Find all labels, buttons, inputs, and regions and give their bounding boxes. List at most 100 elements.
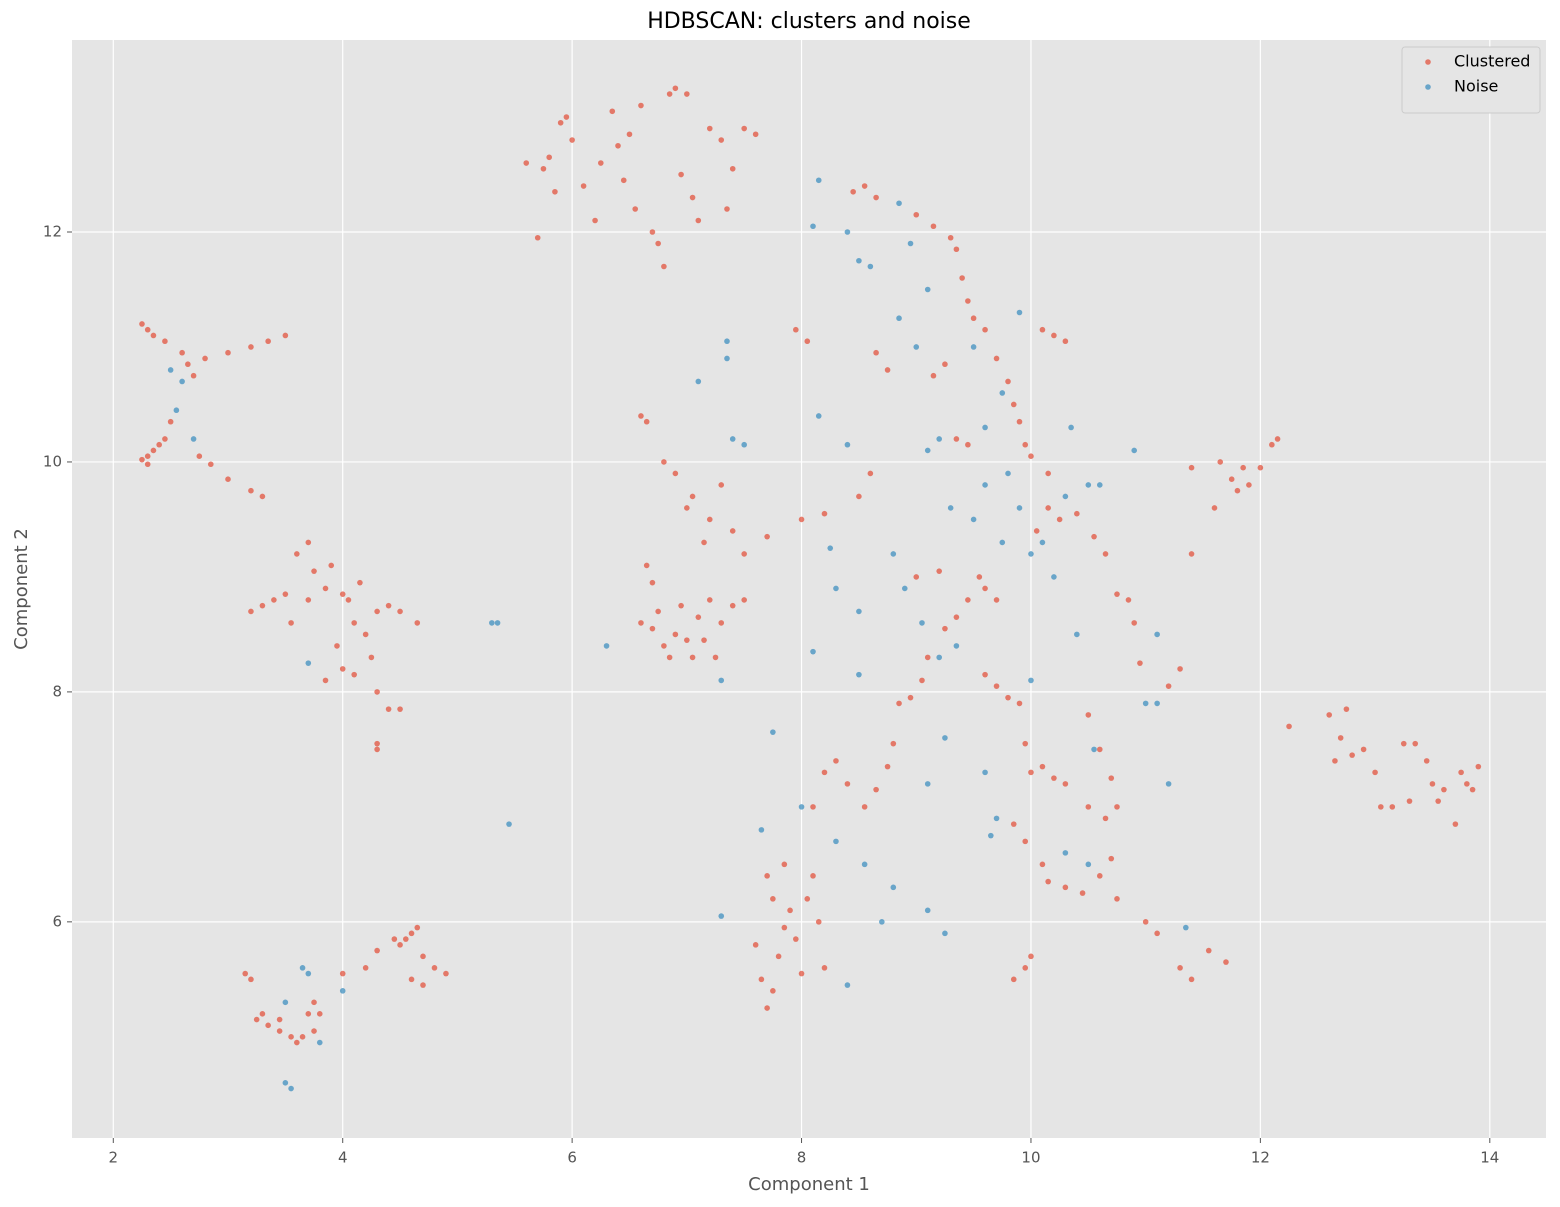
point (1389, 804, 1396, 810)
point (856, 493, 862, 500)
point (804, 338, 811, 345)
point (374, 689, 380, 695)
point (1022, 441, 1029, 448)
point (540, 165, 547, 172)
point (345, 597, 352, 603)
point (1102, 815, 1109, 822)
point (282, 1080, 289, 1086)
point (322, 585, 329, 592)
point (374, 740, 380, 747)
point (1051, 775, 1057, 781)
point (844, 982, 851, 988)
point (144, 461, 151, 468)
point (1458, 769, 1464, 776)
point (724, 355, 730, 362)
point (695, 614, 702, 620)
point (414, 924, 421, 931)
point (615, 142, 621, 149)
point (643, 562, 650, 569)
point (643, 418, 650, 425)
point (276, 1028, 283, 1034)
point (420, 953, 426, 960)
point (793, 936, 799, 942)
point (1033, 528, 1040, 534)
point (190, 372, 197, 379)
legend: Clustered Noise (1401, 46, 1541, 114)
point (259, 602, 266, 609)
point (833, 758, 839, 764)
point (1165, 683, 1172, 689)
point (1154, 631, 1160, 638)
point (305, 1011, 312, 1017)
point (1441, 786, 1447, 793)
point (833, 838, 839, 845)
point (661, 643, 667, 649)
point (1028, 551, 1034, 557)
point (506, 821, 512, 827)
point (907, 240, 914, 247)
point (936, 654, 942, 661)
point (856, 608, 862, 615)
chart-title: HDBSCAN: clusters and noise (647, 9, 971, 34)
point (1010, 976, 1017, 983)
point (1337, 735, 1344, 741)
point (942, 361, 948, 368)
point (598, 160, 604, 166)
point (1074, 510, 1080, 517)
point (672, 631, 679, 638)
point (357, 579, 363, 586)
point (993, 815, 1000, 822)
point (1051, 332, 1057, 339)
point (162, 338, 168, 345)
point (942, 735, 948, 741)
point (764, 1005, 770, 1011)
point (1188, 551, 1195, 557)
point (718, 482, 725, 488)
point (867, 263, 874, 270)
point (1429, 781, 1436, 787)
point (385, 602, 392, 609)
point (1016, 505, 1023, 511)
point (1286, 723, 1292, 730)
point (299, 965, 306, 971)
point (1211, 505, 1218, 511)
point (965, 597, 971, 603)
point (339, 591, 346, 597)
point (305, 970, 312, 977)
point (1234, 487, 1241, 494)
point (896, 200, 902, 207)
point (649, 625, 656, 632)
point (253, 1016, 260, 1023)
point (729, 436, 736, 442)
point (661, 263, 667, 270)
point (999, 390, 1006, 396)
point (316, 1039, 323, 1046)
point (678, 602, 684, 609)
point (804, 896, 811, 902)
point (305, 597, 312, 603)
point (1056, 516, 1063, 523)
point (374, 608, 380, 615)
point (1102, 551, 1109, 557)
point (1177, 965, 1183, 971)
point (1039, 326, 1046, 333)
point (1062, 493, 1069, 500)
point (729, 165, 736, 172)
point (368, 654, 375, 661)
point (328, 562, 335, 569)
point (947, 234, 954, 241)
point (718, 913, 725, 919)
point (764, 533, 770, 540)
point (678, 171, 684, 178)
point (1074, 631, 1080, 638)
point (603, 643, 610, 649)
point (810, 873, 816, 879)
point (334, 643, 340, 649)
point (162, 436, 168, 442)
point (1016, 700, 1023, 707)
point (815, 177, 822, 184)
point (144, 453, 151, 460)
point (729, 528, 736, 534)
point (896, 700, 902, 707)
point (706, 516, 713, 523)
